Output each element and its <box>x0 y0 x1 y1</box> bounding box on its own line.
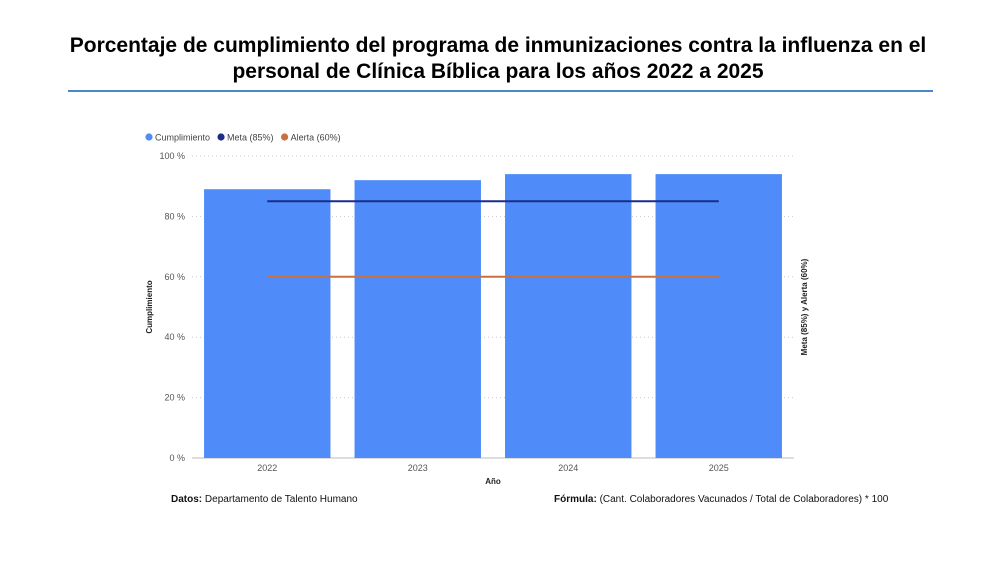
legend-marker <box>145 133 153 141</box>
legend-label: Meta (85%) <box>227 132 274 142</box>
data-source-note: Datos: Departamento de Talento Humano <box>171 494 358 505</box>
legend-label: Alerta (60%) <box>291 132 341 142</box>
y2-axis-title: Meta (85%) y Alerta (60%) <box>800 258 809 355</box>
source-value: Departamento de Talento Humano <box>204 494 358 505</box>
legend-marker <box>217 133 225 141</box>
formula-note: Fórmula: (Cant. Colaboradores Vacunados … <box>554 494 888 505</box>
y-tick-label: 60 % <box>164 272 185 282</box>
x-tick-label: 2024 <box>558 463 578 473</box>
legend-marker <box>280 133 289 141</box>
y-tick-label: 80 % <box>164 211 185 221</box>
y-tick-label: 100 % <box>159 151 185 161</box>
chart-title: Porcentaje de cumplimiento del programa … <box>69 34 927 83</box>
y-tick-label: 20 % <box>164 393 185 403</box>
bar-2023 <box>354 180 481 458</box>
y-tick-label: 40 % <box>164 332 185 342</box>
x-tick-label: 2022 <box>257 463 277 473</box>
legend-label: Cumplimiento <box>155 132 210 142</box>
formula-label: Fórmula: <box>554 494 597 505</box>
bar-2022 <box>204 189 331 458</box>
formula-value: (Cant. Colaboradores Vacunados / Total d… <box>599 494 889 505</box>
title-divider <box>68 90 933 92</box>
source-label: Datos: <box>171 494 203 505</box>
y-axis-title: Cumplimiento <box>145 280 154 333</box>
x-tick-label: 2023 <box>408 463 428 473</box>
y-tick-label: 0 % <box>169 453 185 463</box>
bar-2025 <box>655 174 782 458</box>
x-tick-label: 2025 <box>709 463 729 473</box>
bar-2024 <box>505 174 632 458</box>
x-axis-title: Año <box>485 477 501 486</box>
